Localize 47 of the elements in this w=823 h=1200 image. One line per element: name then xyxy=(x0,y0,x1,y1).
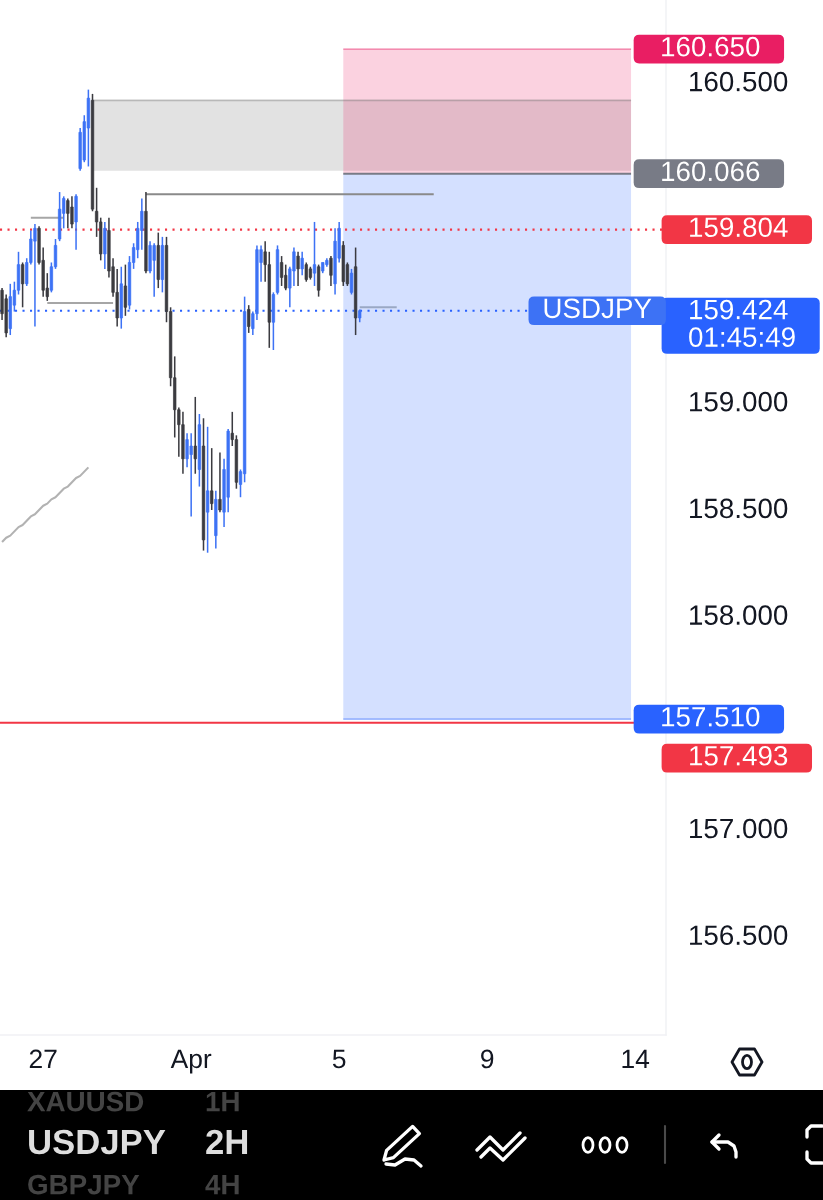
text: XAUUSD xyxy=(27,1091,144,1112)
data-label: 157.510 xyxy=(662,706,760,727)
y-tick-label: 160.500 xyxy=(690,71,788,92)
candlestick xyxy=(123,263,128,317)
candlestick xyxy=(312,221,317,287)
x-tick-label: 14 xyxy=(622,1049,650,1069)
y-tick-label: 157.000 xyxy=(690,818,788,839)
candlestick xyxy=(205,426,210,554)
candlestick xyxy=(70,195,74,230)
candlestick xyxy=(349,268,354,296)
data-label: 160.650 xyxy=(662,36,760,57)
candlestick xyxy=(316,263,321,298)
data-label: 160.066 xyxy=(662,161,760,182)
candlestick xyxy=(304,261,308,283)
y-tick-label: 158.500 xyxy=(690,498,788,519)
y-tick-label: 158.000 xyxy=(690,605,788,625)
text: USDJPY xyxy=(29,1129,166,1155)
text: USDJPY xyxy=(544,298,652,319)
text: GBPJPY xyxy=(28,1174,140,1195)
x-tick-label: 9 xyxy=(481,1049,494,1069)
text: 2H xyxy=(206,1129,248,1154)
candlestick xyxy=(140,197,144,251)
candlestick xyxy=(33,223,37,328)
candlestick xyxy=(247,304,251,334)
ref-line-label: 157.493 xyxy=(690,745,788,766)
candlestick xyxy=(296,251,300,287)
x-tick-label: Apr xyxy=(170,1049,212,1074)
candlestick xyxy=(279,255,284,287)
line-series xyxy=(1,466,90,544)
y-tick-label: 159.000 xyxy=(690,391,788,412)
x-tick-label: 27 xyxy=(29,1049,57,1069)
candlestick xyxy=(210,447,214,511)
candlestick xyxy=(218,451,222,513)
y-tick-label: 156.500 xyxy=(690,925,788,946)
candlestick xyxy=(20,261,25,309)
candlestick xyxy=(329,255,333,287)
candlestick xyxy=(284,263,288,291)
candlestick xyxy=(189,432,193,518)
candlestick xyxy=(300,251,304,277)
candlestick xyxy=(66,197,70,230)
text: 1H xyxy=(206,1092,239,1112)
x-tick-label: 5 xyxy=(332,1049,346,1069)
candlestick xyxy=(152,242,156,298)
ref-line-label: 159.804 xyxy=(690,217,788,238)
text: 4H xyxy=(205,1175,239,1195)
ref-line-label: 159.424 01:45:49 xyxy=(689,299,795,347)
candlestick xyxy=(193,396,197,475)
